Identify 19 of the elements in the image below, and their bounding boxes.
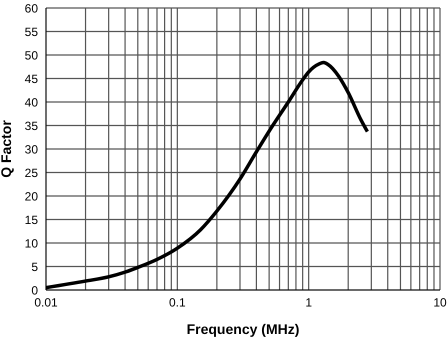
x-tick-label: 0.01 [34, 296, 58, 310]
x-axis-title: Frequency (MHz) [186, 321, 300, 337]
y-axis-title: Q Factor [0, 120, 14, 178]
y-tick-label: 15 [24, 212, 38, 227]
y-tick-label: 10 [24, 236, 38, 250]
y-tick-label: 55 [24, 24, 38, 39]
y-tick-label: 40 [24, 95, 38, 110]
y-tick-label: 35 [24, 118, 38, 133]
y-tick-label: 25 [24, 166, 38, 180]
x-tick-label: 10 [433, 296, 447, 310]
y-tick-label: 20 [24, 189, 38, 204]
y-tick-label: 0 [31, 283, 38, 298]
y-tick-label: 45 [24, 72, 38, 86]
x-tick-label: 1 [305, 296, 312, 310]
y-tick-label: 50 [24, 48, 38, 62]
x-tick-label: 0.1 [168, 296, 186, 310]
y-tick-label: 30 [24, 142, 38, 156]
y-tick-label: 5 [31, 260, 38, 274]
y-tick-label: 60 [24, 1, 38, 16]
